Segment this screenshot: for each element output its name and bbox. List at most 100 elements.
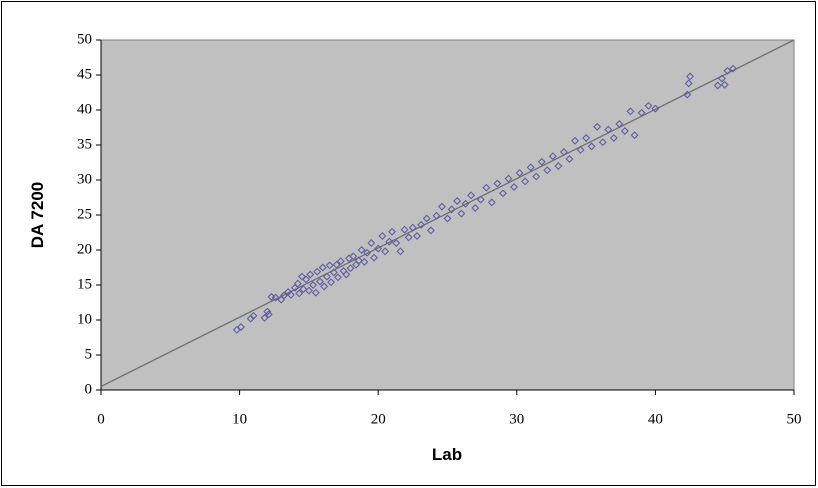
scatter-point — [325, 261, 334, 270]
scatter-point — [246, 314, 255, 323]
scatter-point — [620, 127, 629, 135]
scatter-point — [293, 279, 302, 288]
scatter-point — [413, 232, 421, 240]
scatter-point — [565, 155, 574, 163]
scatter-point — [320, 282, 329, 291]
scatter-point — [299, 285, 308, 294]
scatter-point — [342, 270, 351, 279]
scatter-point — [263, 307, 272, 316]
scatter-point — [686, 72, 695, 81]
scatter-point — [720, 80, 729, 89]
scatter-point — [297, 272, 306, 281]
scatter-point — [404, 233, 413, 242]
scatter-point — [336, 257, 345, 266]
scatter-point — [521, 177, 530, 186]
scatter-point — [626, 107, 635, 116]
scatter-point — [644, 101, 653, 110]
scatter-point — [713, 81, 722, 90]
scatter-point — [260, 313, 269, 322]
scatter-point — [370, 253, 379, 262]
scatter-point — [354, 256, 363, 265]
scatter-point — [437, 202, 446, 211]
scatter-point — [357, 246, 366, 254]
scatter-point — [367, 239, 376, 247]
scatter-point — [443, 214, 452, 223]
scatter-point — [582, 134, 591, 142]
scatter-point — [304, 286, 313, 295]
scatter-point — [309, 281, 318, 289]
scatter-point — [576, 145, 585, 154]
scatter-point — [385, 237, 394, 246]
scatter-point — [332, 260, 341, 269]
reference-line — [100, 39, 795, 388]
y-tick-label: 20 — [77, 241, 92, 257]
scatter-point — [318, 263, 327, 272]
scatter-point — [467, 191, 476, 200]
scatter-point — [363, 248, 372, 257]
scatter-point — [408, 223, 417, 232]
scatter-point — [388, 227, 397, 236]
scatter-point — [487, 198, 496, 207]
y-axis-title: DA 7200 — [28, 182, 47, 248]
scatter-point — [432, 211, 441, 220]
scatter-point — [249, 311, 258, 320]
y-tick-label: 0 — [85, 381, 93, 397]
x-tick-label: 0 — [97, 411, 105, 427]
y-tick-label: 10 — [77, 311, 92, 327]
scatter-point — [504, 174, 513, 183]
y-tick-label: 5 — [85, 346, 93, 362]
scatter-point — [327, 278, 336, 287]
scatter-point — [526, 163, 535, 172]
scatter-point — [349, 252, 358, 261]
y-tick-label: 50 — [77, 31, 92, 47]
scatter-point — [482, 183, 491, 192]
scatter-point — [381, 247, 390, 256]
scatter-point — [684, 79, 693, 88]
x-tick-label: 30 — [509, 411, 524, 427]
y-tick-label: 25 — [77, 206, 92, 222]
scatter-point — [537, 157, 546, 166]
scatter-point — [237, 323, 245, 331]
scatter-point — [313, 267, 322, 276]
scatter-point — [630, 131, 639, 140]
scatter-point — [651, 104, 660, 113]
scatter-point — [322, 272, 331, 281]
x-tick-label: 10 — [232, 411, 247, 427]
scatter-point — [717, 74, 726, 83]
scatter-point — [374, 244, 383, 253]
scatter-point — [548, 152, 557, 161]
scatter-point — [302, 275, 311, 284]
scatter-point — [295, 289, 304, 298]
scatter-point — [559, 148, 568, 156]
scatter-point — [515, 169, 524, 177]
scatter-point — [400, 225, 409, 234]
scatter-point — [554, 162, 563, 170]
scatter-point — [471, 204, 480, 212]
scatter-point — [683, 90, 692, 99]
scatter-point — [346, 264, 355, 273]
scatter-point — [543, 166, 552, 175]
scatter-point — [615, 120, 624, 128]
scatter-point — [279, 291, 288, 300]
y-tick-label: 35 — [77, 136, 92, 152]
y-tick-label: 15 — [77, 276, 92, 292]
scatter-point — [498, 189, 507, 198]
scatter-point — [417, 220, 426, 229]
scatter-point — [453, 197, 462, 205]
scatter-point — [334, 273, 342, 282]
scatter-point — [604, 125, 613, 134]
y-tick-label: 40 — [77, 101, 92, 117]
scatter-point — [637, 108, 646, 117]
scatter-point — [316, 277, 324, 286]
scatter-point — [493, 179, 502, 188]
y-tick-label: 30 — [77, 171, 92, 187]
scatter-point — [422, 214, 431, 223]
scatter-point — [598, 138, 607, 147]
scatter-point — [329, 268, 338, 277]
scatter-point — [311, 288, 320, 297]
scatter-point — [593, 122, 602, 131]
x-tick-label: 50 — [787, 411, 802, 427]
scatter-point — [457, 209, 466, 218]
x-axis-title: Lab — [432, 445, 462, 464]
